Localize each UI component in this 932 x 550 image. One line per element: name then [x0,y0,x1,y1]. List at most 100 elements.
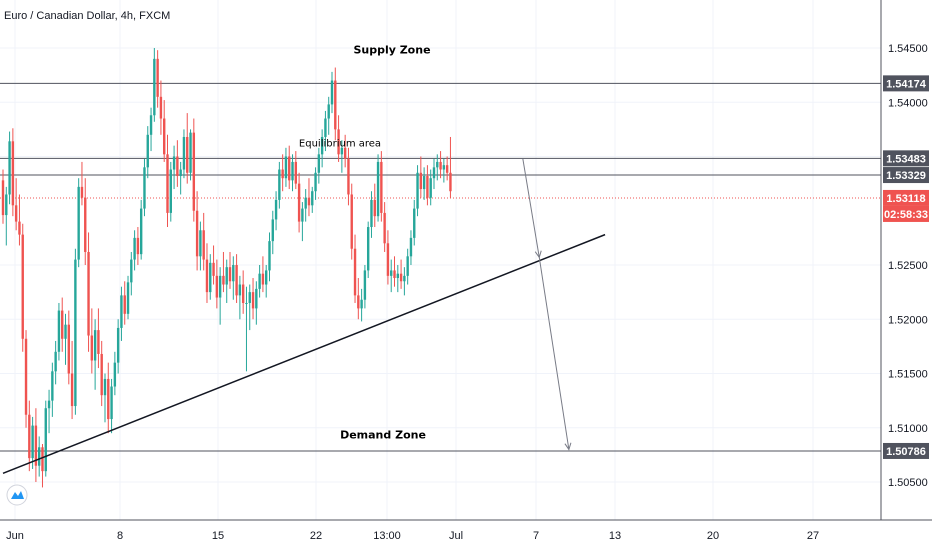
candle-body [163,118,166,155]
chart-title: Euro / Canadian Dollar, 4h, FXCM [4,10,170,22]
candle-body [212,262,215,276]
projection-arrow-line[interactable] [522,158,540,258]
candle-body [380,161,383,213]
candle-body [1,180,5,216]
candle-body [366,227,370,271]
candle-body [232,265,235,282]
price-tag [883,75,929,92]
candle-body [370,199,373,228]
candle-body [288,156,291,181]
candle-body [110,386,113,420]
candle-body [218,275,222,298]
candle-body [376,161,380,217]
candle-body [245,302,248,304]
candle-body [337,129,340,155]
time-tick-label: 7 [533,530,539,542]
annotation-demand-zone: Demand Zone [340,429,426,442]
arrowhead [564,442,572,451]
annotation-equilibrium-area: Equilibrium area [299,139,381,150]
candle-body [70,373,74,407]
candle-body [41,447,44,472]
candle-body [281,169,284,179]
candle-body [373,199,376,217]
candle-body [426,176,429,198]
time-tick-label: 8 [117,530,123,542]
candle-body [301,208,304,222]
candle-body [324,118,327,137]
candle-body [278,169,281,200]
candle-body [436,161,439,168]
candle-body [429,178,432,198]
candle-body [294,161,298,184]
candle-body [403,275,406,282]
candle-body [189,132,192,173]
candle-body [422,176,426,190]
time-tick-label: 22 [310,530,322,542]
candle-body [61,310,64,339]
candle-body [445,165,449,173]
candle-body [442,165,446,170]
candle-body [113,362,117,387]
countdown-tag [883,205,929,222]
candle-body [357,295,360,309]
candle-body [130,259,133,283]
candle-body [31,425,34,459]
candle-body [87,251,90,336]
time-tick-label: 20 [707,530,719,542]
candle-body [123,295,126,314]
candle-body [258,273,261,289]
tradingview-logo-icon[interactable] [6,484,28,506]
candle-body [320,136,324,155]
candle-body [432,167,436,179]
candle-body [54,351,57,372]
candle-body [347,158,350,195]
candle-body [393,270,396,279]
candle-body [199,230,202,257]
annotations: Supply Zone Equilibrium area Demand Zone [299,43,431,441]
candle-body [327,104,330,119]
candle-body [24,338,28,415]
candle-body [77,186,80,260]
candle-body [383,212,386,244]
projection-arrow-line[interactable] [538,257,570,450]
candle-body [406,256,409,276]
candle-body [439,161,442,170]
candle-body [47,400,51,409]
time-tick-label: Jun [6,530,24,542]
candle-body [419,172,423,190]
candle-body [37,447,41,466]
candle-body [74,259,77,407]
candle-body [139,208,143,255]
candle-body [57,310,61,352]
price-tag-label: 1.54174 [886,78,927,90]
candle-body [350,194,353,249]
trendline[interactable] [2,233,606,475]
candle-body [235,265,238,296]
time-axis[interactable]: Jun 8 15 22 13:00 Jul 7 13 20 27 [6,530,819,542]
candle-body [343,147,347,159]
price-tick-label: 1.54000 [888,97,928,109]
candle-body [360,299,363,309]
countdown-tag-label: 02:58:33 [884,209,928,221]
candle-body [97,330,100,354]
price-tag-label: 1.53329 [886,170,926,182]
candle-body [169,169,172,213]
price-tick-label: 1.51000 [888,423,928,435]
candle-body [307,197,311,206]
candle-body [153,58,156,116]
candle-body [265,270,268,285]
price-tag [883,442,929,459]
candle-body [179,169,182,177]
candle-body [386,243,390,276]
candle-body [353,248,357,296]
candle-body [284,156,288,179]
candle-body [11,141,15,206]
candle-body [399,273,403,282]
candle-body [297,183,301,222]
candle-body [90,335,94,361]
candle-body [172,156,176,170]
candle-body [409,237,413,257]
candle-body [182,136,186,170]
candle-body [126,282,130,314]
